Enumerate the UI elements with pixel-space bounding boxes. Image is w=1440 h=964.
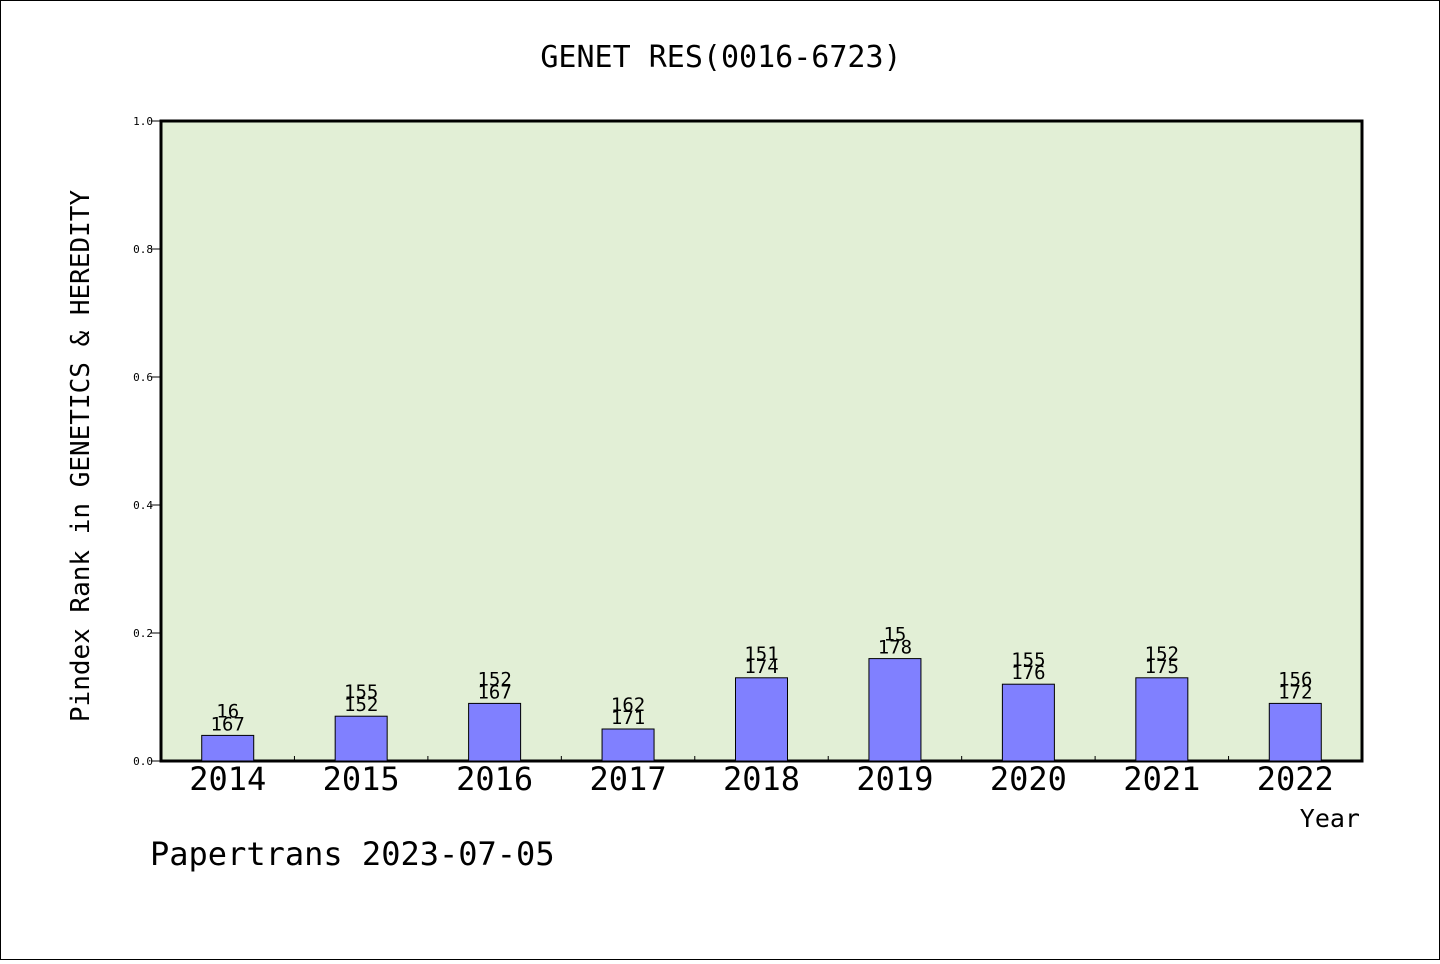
bar — [201, 734, 255, 762]
y-tick-label: 0.8 — [133, 243, 153, 256]
x-tick-label: 2020 — [990, 760, 1067, 798]
y-tick-label: 0.2 — [133, 627, 153, 640]
bar-rank-label: 152 — [1145, 643, 1179, 665]
bar-rank-label: 155 — [344, 681, 378, 703]
bar-rank-label: 162 — [611, 694, 645, 716]
bar-rank-label: 15 — [883, 624, 906, 646]
y-tick-label: 0.6 — [133, 371, 153, 384]
y-axis-ticks: 0.0 0.2 0.4 0.6 0.8 1.0 — [133, 115, 161, 768]
x-tick-label: 2021 — [1123, 760, 1200, 798]
y-tick-label: 1.0 — [133, 115, 153, 128]
bar-rank-label: 152 — [477, 668, 511, 690]
bar-rank-label: 155 — [1011, 649, 1045, 671]
bar-total-label: 175 — [1145, 656, 1179, 678]
bar-total-label: 152 — [344, 694, 378, 716]
bar — [1135, 677, 1189, 762]
bar-total-label: 172 — [1278, 681, 1312, 703]
x-tick-label: 2015 — [323, 760, 400, 798]
x-tick-label: 2017 — [590, 760, 667, 798]
x-tick-label: 2014 — [189, 760, 266, 798]
bar-rank-label: 156 — [1278, 668, 1312, 690]
bar-total-label: 174 — [744, 656, 778, 678]
bar — [334, 715, 388, 762]
bar-total-label: 167 — [477, 681, 511, 703]
bar-rank-label: 151 — [744, 643, 778, 665]
y-tick-label: 0.4 — [133, 499, 153, 512]
bar — [1001, 683, 1055, 762]
plot-area — [159, 119, 1364, 763]
y-axis-label: Pindex Rank in GENETICS & HEREDITY — [66, 190, 96, 723]
bar-series — [201, 658, 1322, 762]
bar — [468, 702, 522, 762]
bar — [1268, 702, 1322, 762]
y-tick-label: 0.0 — [133, 755, 153, 768]
x-tick-label: 2016 — [456, 760, 533, 798]
bar-total-label: 176 — [1011, 662, 1045, 684]
bar — [735, 677, 788, 762]
x-tick-label: 2018 — [723, 760, 800, 798]
x-axis-label: Year — [1300, 804, 1360, 833]
bar-total-label: 167 — [211, 713, 245, 735]
bar-total-label: 178 — [878, 637, 912, 659]
bar-rank-label: 16 — [216, 700, 239, 722]
bar — [868, 658, 922, 762]
x-tick-label: 2019 — [856, 760, 933, 798]
bar-total-label: 171 — [611, 707, 645, 729]
x-axis-ticks: 2014 2015 2016 2017 2018 2019 2020 2021 2022 — [189, 756, 1334, 798]
footer-text: Papertrans 2023-07-05 — [150, 835, 555, 873]
bar — [601, 728, 655, 762]
x-tick-label: 2022 — [1257, 760, 1334, 798]
chart-title: GENET RES(0016-6723) — [540, 40, 901, 75]
